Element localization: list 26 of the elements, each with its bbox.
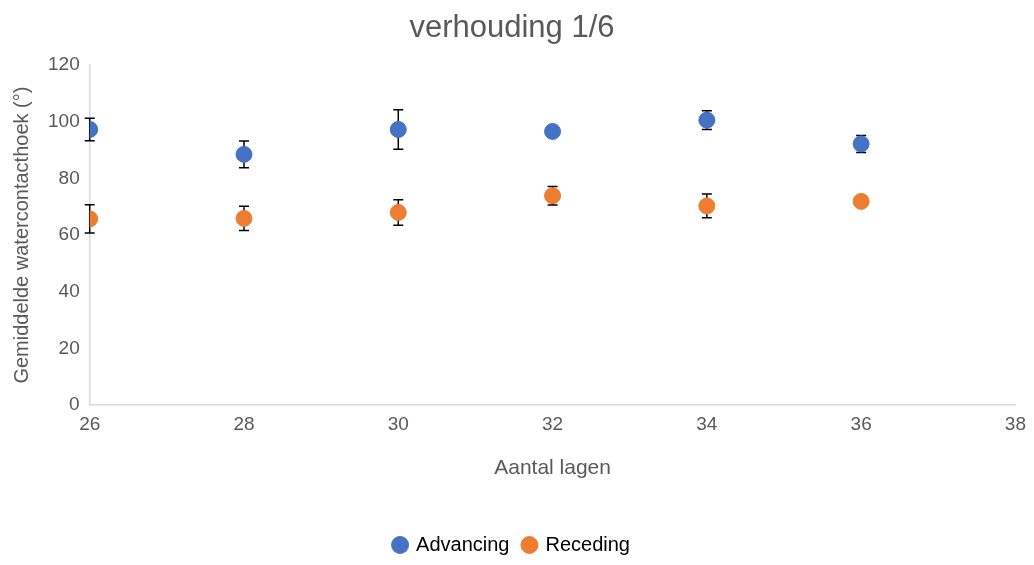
point bbox=[698, 197, 716, 215]
legend-label: Advancing bbox=[416, 532, 510, 555]
x-tick-label: 38 bbox=[1004, 412, 1026, 434]
point bbox=[235, 145, 253, 163]
y-tick-label: 120 bbox=[48, 53, 80, 75]
y-tick-label: 100 bbox=[48, 110, 80, 132]
x-tick-label: 28 bbox=[233, 412, 255, 434]
point bbox=[235, 209, 253, 227]
x-tick-label: 36 bbox=[850, 412, 872, 434]
x-tick-label: 26 bbox=[79, 412, 101, 434]
y-tick-label: 80 bbox=[58, 166, 80, 188]
x-tick-label: 34 bbox=[696, 412, 718, 434]
chart-title: verhouding 1/6 bbox=[409, 9, 615, 45]
y-tick-label: 60 bbox=[58, 223, 80, 245]
y-tick-label: 20 bbox=[58, 336, 80, 358]
point bbox=[852, 192, 870, 210]
y-axis-title: Gemiddelde watercontacthoek (°) bbox=[9, 86, 32, 384]
x-tick-label: 32 bbox=[542, 412, 564, 434]
x-tick-label: 30 bbox=[387, 412, 409, 434]
point bbox=[544, 122, 562, 140]
x-axis-title: Aantal lagen bbox=[494, 455, 611, 479]
y-tick-label: 40 bbox=[58, 279, 80, 301]
legend-label: Receding bbox=[545, 532, 630, 555]
y-tick-label: 0 bbox=[69, 393, 80, 415]
point bbox=[389, 203, 407, 221]
point bbox=[389, 120, 407, 138]
